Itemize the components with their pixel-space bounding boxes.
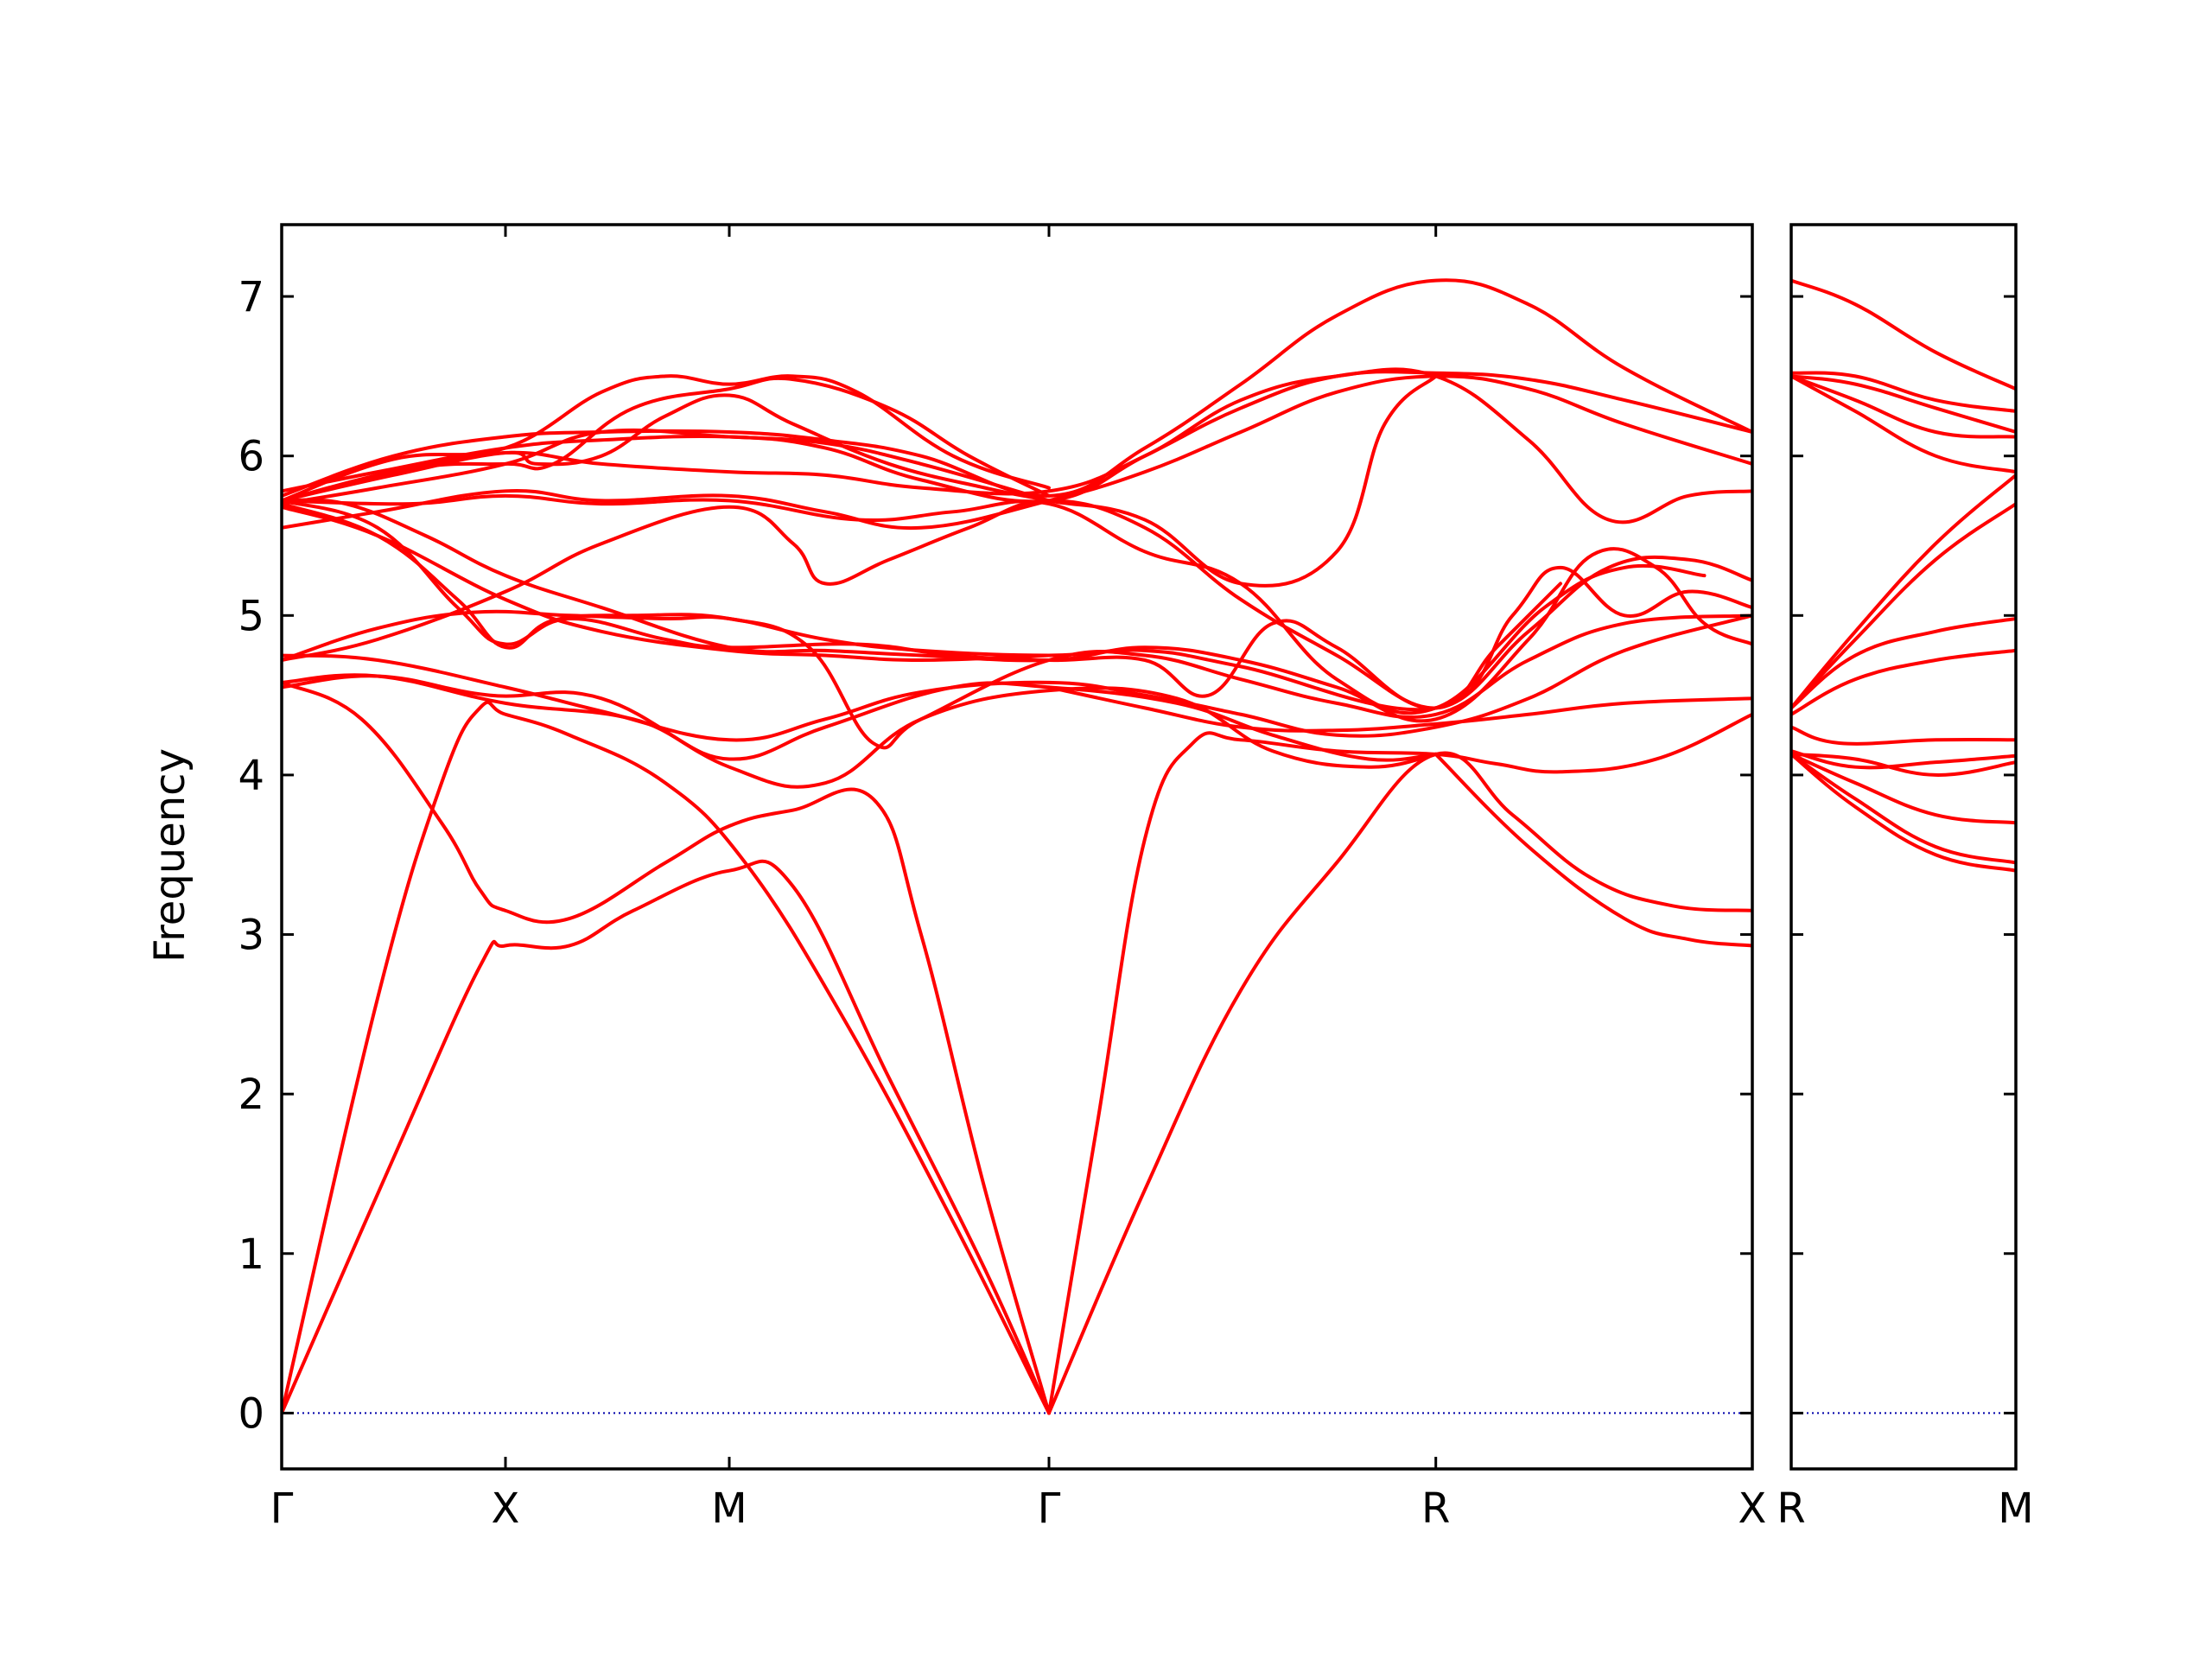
y-tick-label: 3 — [238, 912, 264, 960]
plot-frame — [1789, 223, 2018, 1471]
x-tick-label: M — [1998, 1484, 2033, 1533]
x-tick-label: Γ — [1038, 1484, 1061, 1533]
band-line-4 — [1791, 374, 2016, 439]
band-line-16 — [282, 499, 1562, 710]
band-line-9 — [1791, 648, 2016, 716]
x-tick-label: R — [1777, 1484, 1805, 1533]
band-line-11 — [1791, 749, 2016, 770]
x-tick-label: R — [1421, 1484, 1450, 1533]
band-line-12 — [282, 565, 1752, 712]
band-line-12 — [1791, 752, 2016, 777]
y-tick-label: 1 — [238, 1230, 264, 1279]
band-line-3 — [1791, 374, 2016, 434]
band-line-1 — [282, 859, 1051, 1415]
band-line-5 — [1047, 751, 1752, 1415]
y-tick-label: 7 — [238, 273, 264, 321]
band-line-11 — [282, 502, 1752, 750]
band-line-4 — [1047, 712, 1752, 1415]
main-panel: 0 1 2 3 4 5 6 7 Γ X M Γ R X — [238, 223, 1767, 1533]
x-tick-label: X — [1738, 1484, 1767, 1533]
y-tick-label: 5 — [238, 592, 264, 640]
band-line-23 — [282, 376, 1051, 503]
band-line-24 — [282, 374, 1051, 503]
band-line-2 — [282, 700, 1051, 1415]
band-line-7 — [1047, 685, 1752, 733]
y-tick-label: 0 — [238, 1389, 264, 1438]
band-line-14 — [1791, 752, 2016, 865]
x-tick-label: X — [492, 1484, 520, 1533]
band-line-3 — [282, 680, 1051, 1415]
band-line-22 — [282, 374, 1438, 588]
y-tick-label: 2 — [238, 1071, 264, 1119]
plot-frame — [280, 223, 1754, 1471]
band-line-14 — [282, 498, 1752, 723]
band-line-9 — [282, 673, 1438, 762]
band-line-10 — [282, 674, 1438, 789]
x-tick-label: Γ — [270, 1484, 294, 1533]
phonon-bands — [1791, 278, 2016, 873]
y-tick-label: 6 — [238, 433, 264, 481]
band-line-13 — [1791, 752, 2016, 825]
band-line-2 — [1791, 371, 2016, 413]
band-line-6 — [1433, 752, 1752, 948]
y-axis-title: Frequency — [146, 748, 194, 963]
phonon-bands — [282, 278, 1752, 1415]
band-line-15 — [1791, 752, 2016, 873]
x-tick-label: M — [711, 1484, 747, 1533]
band-line-8 — [1791, 617, 2016, 710]
band-line-13 — [282, 499, 1752, 710]
band-line-5 — [1791, 374, 2016, 474]
band-line-20 — [282, 367, 1752, 524]
band-line-17 — [282, 493, 1707, 715]
band-line-15 — [282, 505, 1051, 662]
band-line-6 — [1791, 502, 2016, 710]
band-line-25 — [282, 428, 1051, 506]
band-line-7 — [1791, 473, 2016, 710]
band-line-10 — [1791, 725, 2016, 746]
y-axis-label: Frequency — [146, 748, 194, 963]
y-tick-label: 4 — [238, 752, 264, 800]
band-line-1 — [1791, 278, 2016, 391]
